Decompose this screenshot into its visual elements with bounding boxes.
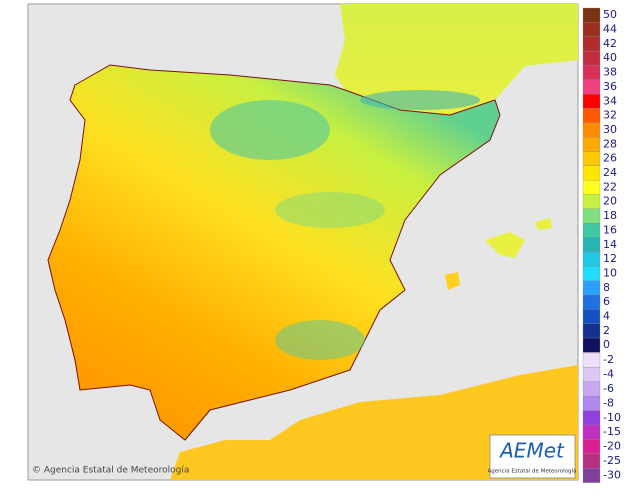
- legend-swatch: [582, 122, 601, 138]
- mountain-area: [360, 90, 480, 110]
- legend-swatch: [582, 396, 601, 411]
- legend-swatch: [582, 136, 601, 152]
- island: [485, 232, 525, 258]
- legend-label: 30: [603, 123, 617, 136]
- legend-label: 32: [603, 109, 617, 122]
- mountain-area: [210, 100, 330, 160]
- legend-label: -8: [603, 396, 614, 409]
- legend-label: 8: [603, 281, 610, 294]
- legend-swatch: [582, 468, 601, 483]
- logo: AEMet: [498, 439, 565, 463]
- legend-label: -2: [603, 353, 614, 366]
- logo-box: [489, 434, 576, 479]
- legend-label: 20: [603, 195, 617, 208]
- legend: 5044424038363432302826242220181614121086…: [582, 7, 621, 483]
- legend-swatch: [582, 7, 601, 23]
- legend-swatch: [582, 337, 601, 353]
- legend-swatch: [582, 266, 601, 281]
- legend-label: 40: [603, 51, 617, 64]
- legend-swatch: [582, 93, 601, 109]
- legend-label: 24: [603, 166, 617, 179]
- legend-label: 22: [603, 180, 617, 193]
- legend-label: 10: [603, 266, 617, 279]
- island: [535, 218, 552, 230]
- legend-swatch: [582, 323, 601, 339]
- legend-swatch: [582, 439, 601, 454]
- legend-swatch: [582, 50, 601, 66]
- legend-swatch: [582, 208, 601, 224]
- legend-swatch: [582, 294, 601, 310]
- legend-label: 14: [603, 238, 617, 251]
- legend-label: 18: [603, 209, 617, 222]
- legend-swatch: [582, 180, 601, 195]
- legend-swatch: [582, 410, 601, 426]
- legend-swatch: [582, 251, 601, 267]
- legend-label: 50: [603, 8, 617, 21]
- legend-swatch: [582, 367, 601, 382]
- legend-swatch: [582, 36, 601, 52]
- legend-swatch: [582, 223, 601, 238]
- island: [445, 272, 460, 290]
- legend-label: -25: [603, 454, 621, 467]
- legend-swatch: [582, 22, 601, 37]
- legend-swatch: [582, 165, 601, 181]
- legend-label: 16: [603, 223, 617, 236]
- legend-label: 44: [603, 23, 617, 36]
- legend-label: 4: [603, 310, 610, 323]
- legend-swatch: [582, 352, 601, 368]
- legend-swatch: [582, 381, 601, 397]
- logo-subtitle: Agencia Estatal de Meteorología: [488, 468, 577, 475]
- legend-label: -4: [603, 368, 614, 381]
- africa: [170, 365, 578, 480]
- legend-label: 12: [603, 252, 617, 265]
- mountain-area: [275, 192, 385, 228]
- legend-label: 26: [603, 152, 617, 165]
- iberia: [47, 64, 501, 441]
- legend-label: -20: [603, 440, 621, 453]
- legend-swatch: [582, 453, 601, 469]
- legend-swatch: [582, 151, 601, 167]
- legend-label: -15: [603, 425, 621, 438]
- legend-swatch: [582, 237, 601, 253]
- legend-swatch: [582, 194, 601, 210]
- legend-swatch: [582, 424, 601, 440]
- legend-swatch: [582, 280, 601, 296]
- mountain-area: [275, 320, 365, 360]
- legend-label: 28: [603, 137, 617, 150]
- legend-label: 38: [603, 66, 617, 79]
- legend-label: 42: [603, 37, 617, 50]
- legend-swatch: [582, 65, 601, 80]
- credit: © Agencia Estatal de Meteorología: [32, 466, 189, 476]
- legend-label: 0: [603, 338, 610, 351]
- legend-label: 6: [603, 295, 610, 308]
- legend-label: -30: [603, 468, 621, 481]
- france: [335, 4, 578, 115]
- legend-label: 36: [603, 80, 617, 93]
- legend-label: 2: [603, 324, 610, 337]
- legend-label: -6: [603, 382, 614, 395]
- legend-swatch: [582, 108, 601, 123]
- legend-swatch: [582, 309, 601, 324]
- legend-label: -10: [603, 411, 621, 424]
- legend-label: 34: [603, 94, 617, 107]
- legend-swatch: [582, 79, 601, 95]
